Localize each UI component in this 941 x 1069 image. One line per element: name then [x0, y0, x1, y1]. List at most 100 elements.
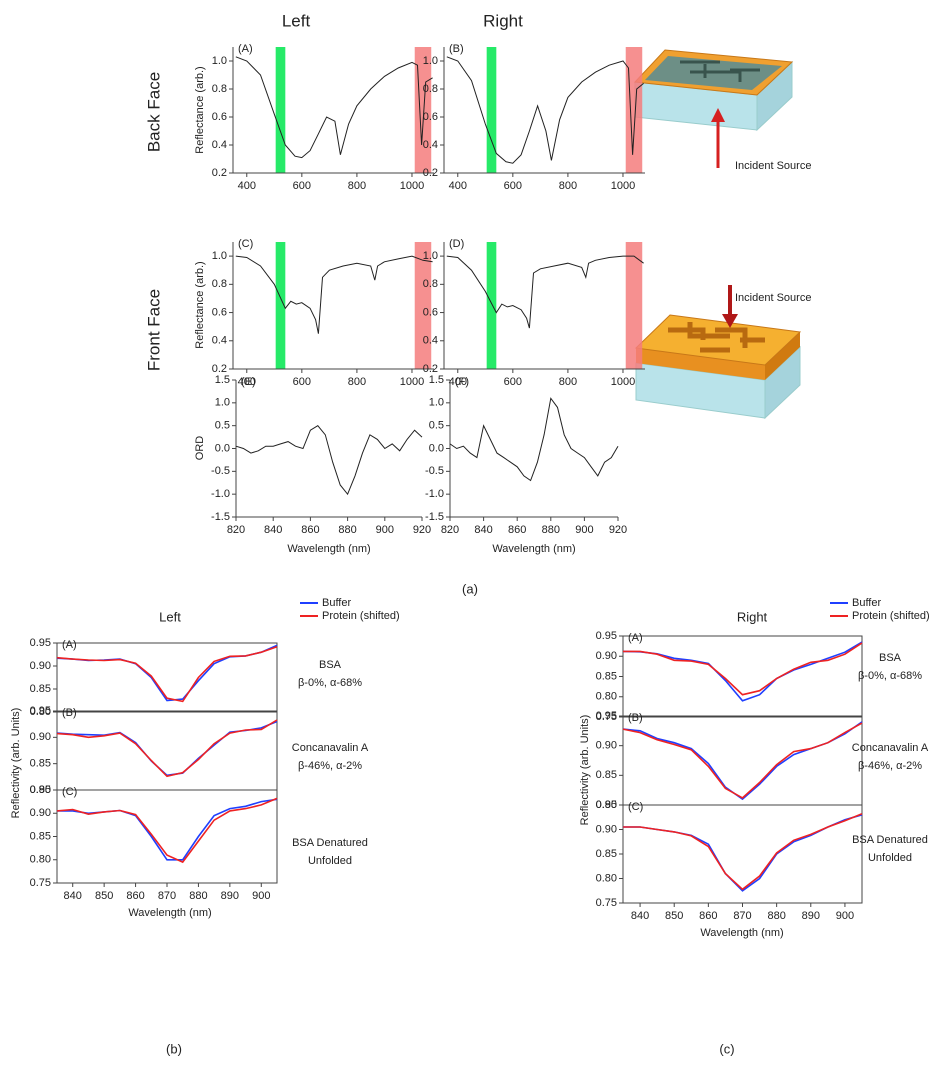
- legend-label: Buffer: [322, 597, 351, 609]
- y-tick-label: 0.2: [423, 167, 438, 179]
- y-tick-label: 0.4: [423, 335, 438, 347]
- legend-label: Buffer: [852, 597, 881, 609]
- panel-label: (C): [238, 238, 253, 250]
- y-tick-label: 0.8: [423, 83, 438, 95]
- y-axis-label: ORD: [194, 436, 206, 461]
- x-tick-label: 800: [559, 376, 577, 388]
- annotation: β-0%, α-68%: [298, 677, 362, 689]
- annotation: β-46%, α-2%: [298, 760, 362, 772]
- annotation: Concanavalin A: [852, 742, 929, 754]
- data-line: [623, 722, 862, 799]
- front-face-illustration: [636, 285, 800, 418]
- y-tick-label: 1.5: [215, 374, 230, 386]
- y-tick-label: -1.0: [211, 488, 230, 500]
- data-line: [623, 642, 862, 701]
- page: Left Right Back Face Front Face Incident…: [0, 0, 941, 1069]
- plot-frame: [623, 636, 862, 717]
- y-tick-label: -0.5: [211, 465, 230, 477]
- highlight-band: [626, 242, 643, 369]
- plot-frame: [57, 790, 277, 883]
- data-line: [623, 814, 862, 890]
- y-tick-label: 0.75: [596, 897, 617, 909]
- panel-label: (C): [628, 801, 643, 813]
- caption: (b): [166, 1041, 182, 1056]
- highlight-band: [626, 47, 643, 173]
- data-line: [623, 723, 862, 798]
- group-title: Right: [737, 609, 768, 624]
- x-axis-label: Wavelength (nm): [700, 927, 783, 939]
- row-title: Back Face: [144, 72, 163, 152]
- y-tick-label: 0.85: [30, 758, 51, 770]
- data-line: [57, 798, 277, 862]
- y-tick-label: 0.90: [30, 660, 51, 672]
- x-tick-label: 860: [126, 890, 144, 902]
- y-tick-label: 1.5: [429, 374, 444, 386]
- highlight-band: [487, 242, 497, 369]
- y-tick-label: 0.5: [215, 420, 230, 432]
- data-line: [236, 256, 433, 334]
- x-tick-label: 820: [227, 524, 245, 536]
- data-line: [236, 426, 422, 495]
- panel-label: (E): [241, 376, 256, 388]
- x-tick-label: 900: [252, 890, 270, 902]
- y-tick-label: 0.80: [596, 691, 617, 703]
- y-tick-label: 0.90: [30, 731, 51, 743]
- y-tick-label: 0.8: [212, 83, 227, 95]
- illustration-label: Incident Source: [735, 160, 811, 172]
- x-tick-label: 880: [767, 910, 785, 922]
- data-line: [623, 643, 862, 695]
- highlight-band: [487, 47, 497, 173]
- y-tick-label: 0.85: [596, 848, 617, 860]
- x-tick-label: 870: [158, 890, 176, 902]
- data-line: [57, 645, 277, 700]
- x-tick-label: 840: [631, 910, 649, 922]
- y-tick-label: 0.85: [30, 830, 51, 842]
- legend-label: Protein (shifted): [322, 610, 400, 622]
- annotation: Unfolded: [868, 852, 912, 864]
- y-tick-label: 0.95: [30, 784, 51, 796]
- y-tick-label: 0.85: [596, 769, 617, 781]
- y-tick-label: 0.85: [596, 670, 617, 682]
- x-tick-label: 600: [504, 376, 522, 388]
- y-tick-label: 0.8: [423, 278, 438, 290]
- x-axis-label: Wavelength (nm): [287, 543, 370, 555]
- y-tick-label: 0.95: [596, 710, 617, 722]
- x-tick-label: 900: [836, 910, 854, 922]
- column-title: Right: [483, 11, 523, 30]
- x-tick-label: 880: [542, 524, 560, 536]
- caption: (c): [719, 1041, 734, 1056]
- data-line: [57, 720, 277, 776]
- data-line: [447, 256, 644, 328]
- caption: (a): [462, 581, 478, 596]
- x-tick-label: 860: [508, 524, 526, 536]
- y-tick-label: 1.0: [212, 250, 227, 262]
- x-tick-label: 1000: [400, 376, 424, 388]
- x-tick-label: 850: [95, 890, 113, 902]
- y-tick-label: -1.5: [211, 511, 230, 523]
- y-tick-label: 0.75: [30, 877, 51, 889]
- x-tick-label: 920: [413, 524, 431, 536]
- panel-label: (D): [449, 238, 464, 250]
- y-tick-label: -1.5: [425, 511, 444, 523]
- x-tick-label: 1000: [611, 376, 635, 388]
- y-tick-label: 0.4: [423, 139, 438, 151]
- figure: Left Right Back Face Front Face Incident…: [0, 0, 941, 1069]
- y-tick-label: 0.0: [215, 442, 230, 454]
- y-tick-label: 1.0: [215, 397, 230, 409]
- y-tick-label: 0.95: [30, 637, 51, 649]
- x-tick-label: 400: [449, 180, 467, 192]
- y-tick-label: 0.90: [596, 740, 617, 752]
- x-tick-label: 1000: [611, 180, 635, 192]
- x-tick-label: 1000: [400, 180, 424, 192]
- y-tick-label: 0.0: [429, 442, 444, 454]
- y-axis-label: Reflectance (arb.): [194, 261, 206, 348]
- y-tick-label: 1.0: [423, 250, 438, 262]
- x-axis-label: Wavelength (nm): [492, 543, 575, 555]
- row-title: Front Face: [144, 289, 163, 371]
- y-tick-label: 1.0: [423, 55, 438, 67]
- column-title: Left: [282, 11, 311, 30]
- x-tick-label: 920: [609, 524, 627, 536]
- data-line: [623, 815, 862, 891]
- data-line: [450, 398, 618, 480]
- plot-frame: [57, 711, 277, 790]
